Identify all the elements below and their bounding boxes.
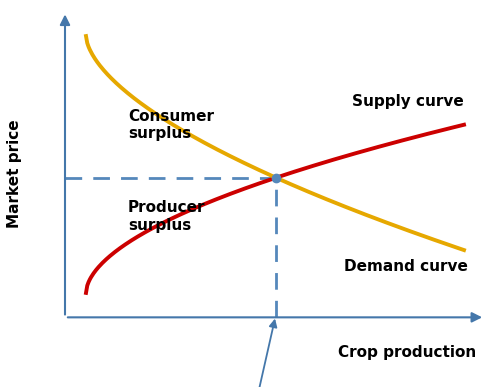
Text: Supply curve: Supply curve [352, 94, 464, 110]
Text: Consumer
surplus: Consumer surplus [128, 109, 214, 141]
Text: Crop production: Crop production [338, 345, 476, 360]
Text: Producer
surplus: Producer surplus [128, 200, 206, 233]
Text: Equilibrium
quantity: Equilibrium quantity [210, 320, 299, 387]
Text: Market price: Market price [8, 120, 22, 228]
Text: Demand curve: Demand curve [344, 259, 468, 274]
